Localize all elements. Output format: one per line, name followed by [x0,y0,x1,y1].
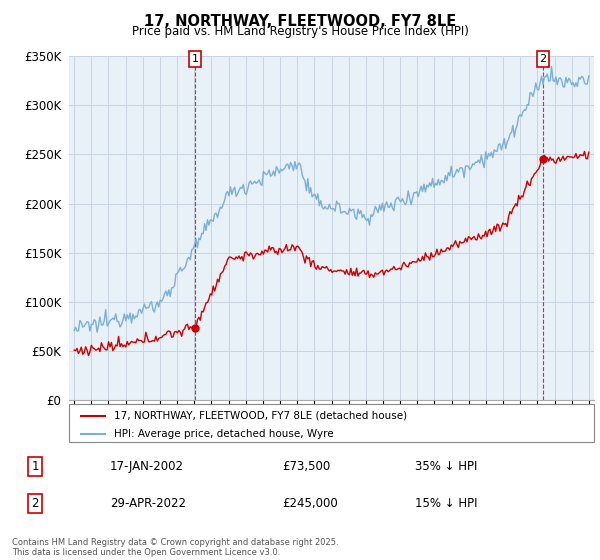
Text: £245,000: £245,000 [283,497,338,510]
Text: 2: 2 [539,54,547,64]
Text: 1: 1 [31,460,39,473]
Text: £73,500: £73,500 [283,460,331,473]
Text: Price paid vs. HM Land Registry's House Price Index (HPI): Price paid vs. HM Land Registry's House … [131,25,469,38]
Text: 17, NORTHWAY, FLEETWOOD, FY7 8LE: 17, NORTHWAY, FLEETWOOD, FY7 8LE [144,14,456,29]
Text: 17, NORTHWAY, FLEETWOOD, FY7 8LE (detached house): 17, NORTHWAY, FLEETWOOD, FY7 8LE (detach… [113,410,407,421]
Text: 29-APR-2022: 29-APR-2022 [110,497,186,510]
Text: 35% ↓ HPI: 35% ↓ HPI [415,460,478,473]
Text: 17-JAN-2002: 17-JAN-2002 [110,460,184,473]
Text: Contains HM Land Registry data © Crown copyright and database right 2025.
This d: Contains HM Land Registry data © Crown c… [12,538,338,557]
Text: 2: 2 [31,497,39,510]
FancyBboxPatch shape [69,404,594,442]
Text: 1: 1 [191,54,199,64]
Text: 15% ↓ HPI: 15% ↓ HPI [415,497,478,510]
Text: HPI: Average price, detached house, Wyre: HPI: Average price, detached house, Wyre [113,429,333,439]
